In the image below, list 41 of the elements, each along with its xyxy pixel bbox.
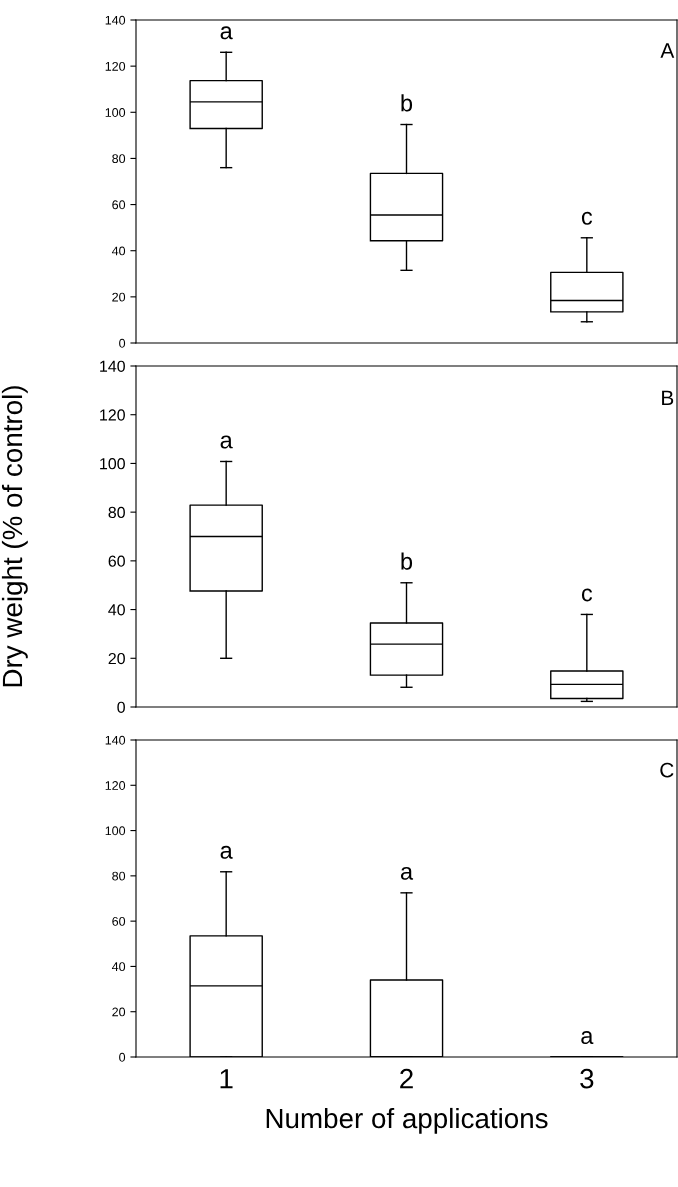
y-tick-label: 0: [119, 338, 126, 348]
annotation: b: [401, 552, 413, 570]
y-tick-label: 40: [111, 246, 126, 256]
y-tick-label: 0: [119, 1052, 126, 1062]
y-tick-label: 20: [112, 292, 126, 302]
y-tick-label: 120: [100, 409, 125, 421]
annotation: a: [400, 866, 414, 880]
y-tick-label: 140: [105, 15, 126, 25]
x-tick-label: 1: [220, 1069, 233, 1089]
x-tick-label: 2: [400, 1068, 413, 1089]
annotation: a: [220, 845, 233, 859]
y-tick-label: 60: [112, 200, 126, 210]
y-tick-label: 80: [112, 154, 126, 164]
y-tick-label: 60: [112, 916, 126, 926]
y-tick-label: 80: [108, 506, 125, 519]
y-tick-label: 100: [105, 108, 126, 117]
y-axis-title: Dry weight (% of control): [1, 386, 28, 687]
annotation: B: [662, 390, 674, 405]
y-tick-label: 20: [112, 1007, 126, 1017]
y-tick-label: 140: [105, 735, 126, 745]
annotation: c: [581, 588, 593, 602]
annotation: a: [220, 26, 233, 40]
y-tick-label: 0: [117, 701, 125, 713]
y-tick-label: 100: [105, 826, 126, 836]
x-axis-title: Number of applications: [266, 1107, 548, 1134]
y-tick-label: 100: [100, 458, 125, 470]
x-tick-label: 3: [580, 1068, 594, 1089]
y-tick-label: 40: [111, 962, 126, 972]
annotation: b: [401, 94, 413, 112]
y-tick-label: 120: [105, 781, 126, 790]
y-tick-label: 80: [112, 871, 126, 881]
annotation: A: [660, 43, 675, 58]
y-tick-label: 120: [105, 61, 126, 71]
y-tick-label: 140: [100, 360, 125, 372]
annotation: C: [660, 762, 674, 778]
y-tick-label: 60: [108, 555, 125, 567]
y-tick-label: 40: [108, 604, 125, 616]
annotation: a: [581, 1031, 594, 1044]
annotation: a: [220, 435, 233, 449]
y-tick-label: 20: [108, 652, 125, 665]
annotation: c: [581, 211, 593, 225]
